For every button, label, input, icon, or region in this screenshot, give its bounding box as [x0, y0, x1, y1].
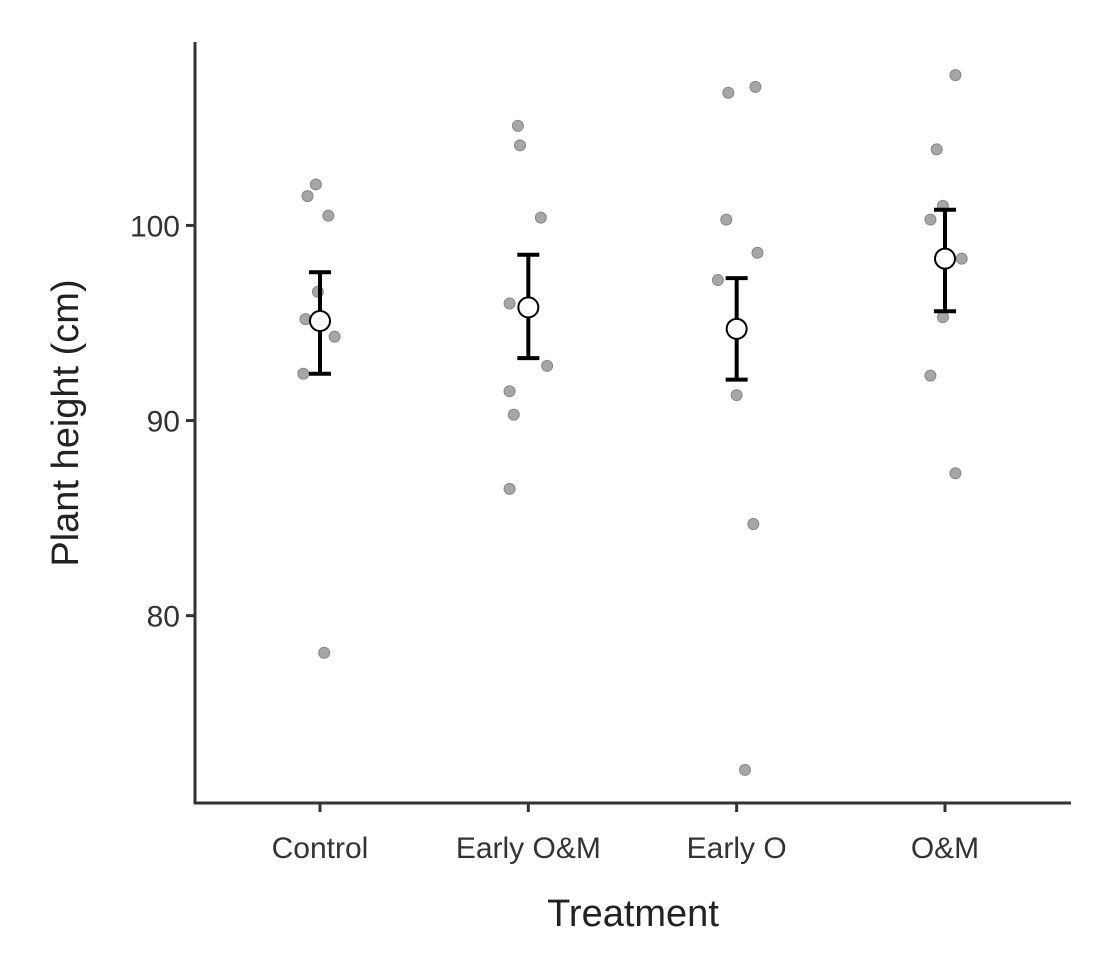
data-point	[503, 482, 516, 495]
data-point	[739, 763, 751, 776]
mean-marker	[309, 310, 331, 333]
data-point	[711, 274, 724, 287]
data-point	[955, 252, 968, 265]
data-point	[503, 297, 516, 310]
data-point	[930, 143, 943, 156]
y-ticks: 80 90 100	[130, 210, 195, 634]
error-bars	[309, 207, 956, 382]
x-axis-label: Treatment	[547, 893, 719, 935]
data-point	[949, 467, 962, 480]
data-point	[309, 178, 322, 191]
data-point	[328, 330, 341, 343]
x-tick-label: Early O&M	[456, 832, 601, 865]
data-point	[720, 213, 733, 226]
y-tick-label: 100	[130, 210, 180, 243]
mean-marker	[934, 247, 956, 270]
mean-markers	[309, 247, 956, 340]
data-point	[511, 119, 524, 132]
data-point	[924, 369, 937, 382]
data-point	[297, 367, 310, 380]
data-point	[747, 517, 760, 530]
x-ticks: Control Early O&M Early O O&M	[272, 803, 979, 865]
data-point	[514, 139, 526, 152]
data-point	[534, 211, 547, 224]
data-point	[318, 646, 331, 659]
data-point	[503, 385, 516, 398]
data-point	[507, 408, 520, 421]
x-tick-label: O&M	[911, 832, 979, 865]
data-point	[301, 190, 314, 203]
data-point	[936, 311, 949, 324]
data-point	[749, 80, 762, 93]
y-tick-label: 80	[147, 601, 180, 634]
mean-marker	[517, 296, 540, 319]
data-point	[730, 389, 743, 402]
data-points	[297, 69, 968, 776]
data-point	[322, 209, 335, 222]
data-point	[722, 86, 735, 99]
data-point	[751, 246, 764, 259]
y-tick-label: 90	[147, 406, 180, 439]
y-axis-label: Plant height (cm)	[45, 279, 87, 566]
data-point	[541, 359, 554, 372]
x-tick-label: Early O	[687, 832, 787, 865]
mean-marker	[725, 317, 748, 340]
data-point	[924, 213, 937, 226]
x-tick-label: Control	[272, 832, 369, 865]
data-point	[949, 69, 962, 82]
